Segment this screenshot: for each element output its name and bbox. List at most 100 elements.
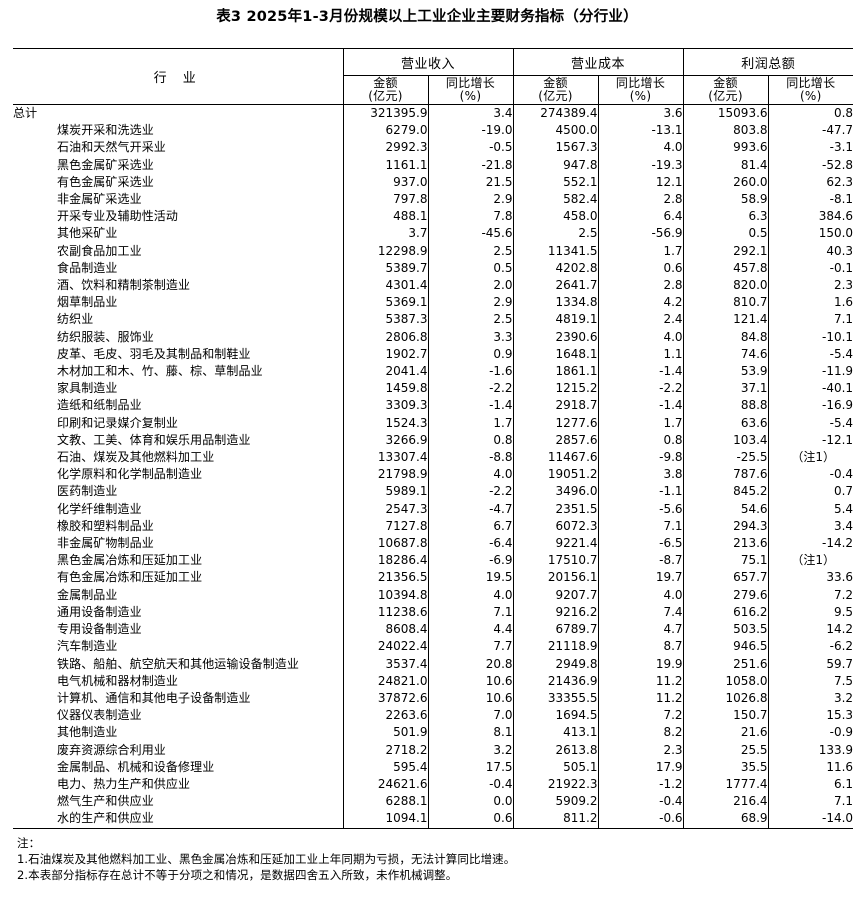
row-industry-name: 铁路、船舶、航空航天和其他运输设备制造业 — [13, 655, 344, 673]
cell-profit-yoy: -12.1 — [821, 432, 854, 447]
cell-revenue-yoy: 1.7 — [428, 414, 514, 432]
row-industry-name: 其他制造业 — [13, 724, 344, 742]
cell-revenue-yoy: 7.0 — [428, 707, 514, 725]
cell-cost-amount: 2351.5 — [513, 500, 599, 518]
cell-profit-yoy: 5.4 — [833, 501, 854, 516]
cell-revenue-amount: 595.4 — [343, 758, 429, 776]
cell-revenue-amount: 24022.4 — [343, 638, 429, 656]
cell-revenue-yoy: 3.3 — [428, 328, 514, 346]
cell-cost-amount: 4819.1 — [513, 311, 599, 329]
cell-cost-amount: 582.4 — [513, 191, 599, 209]
note-item-1: 1.石油煤炭及其他燃料加工业、黑色金属冶炼和压延加工业上年同期为亏损，无法计算同… — [17, 851, 516, 866]
cell-revenue-yoy: 2.5 — [428, 311, 514, 329]
cell-cost-yoy: 6.4 — [598, 208, 684, 226]
cell-profit-yoy: 7.5 — [833, 673, 854, 688]
cell-revenue-yoy: 4.0 — [428, 586, 514, 604]
cell-cost-yoy: 2.3 — [598, 741, 684, 759]
table-row: 专用设备制造业 8608.4 4.4 6789.7 4.7 503.5 14.2 — [13, 621, 853, 639]
cell-cost-amount: 20156.1 — [513, 569, 599, 587]
cell-revenue-amount: 6279.0 — [343, 122, 429, 140]
header-group-operating-cost: 营业成本 — [513, 48, 684, 76]
cell-revenue-amount: 1459.8 — [343, 380, 429, 398]
row-industry-name: 黑色金属冶炼和压延加工业 — [13, 552, 344, 570]
cell-profit-yoy: 40.3 — [826, 243, 854, 258]
cell-cost-yoy: 8.2 — [598, 724, 684, 742]
table-row: 通用设备制造业 11238.6 7.1 9216.2 7.4 616.2 9.5 — [13, 603, 853, 622]
row-industry-name: 专用设备制造业 — [13, 621, 344, 639]
cell-revenue-yoy: -19.0 — [428, 122, 514, 140]
cell-cost-amount: 4202.8 — [513, 259, 599, 278]
cell-cost-yoy: -1.4 — [598, 363, 684, 381]
cell-revenue-amount: 2718.2 — [343, 741, 429, 759]
table-row: 家具制造业 1459.8 -2.2 1215.2 -2.2 37.1 -40.1 — [13, 380, 854, 398]
cell-profit-amount: 787.6 — [683, 466, 769, 484]
cell-cost-amount: 1648.1 — [513, 345, 599, 364]
cell-cost-yoy: 0.8 — [598, 431, 684, 450]
header-profit-yoy-line1: 同比增长 — [786, 76, 836, 90]
cell-cost-amount: 9221.4 — [513, 535, 599, 553]
cell-revenue-yoy: 4.0 — [428, 466, 514, 484]
cell-revenue-yoy: -1.6 — [428, 363, 514, 381]
table-head: 行 业 营业收入 营业成本 利润总额 金额 (亿元) 同比增长 (%) 金 — [13, 48, 854, 105]
table-row: 石油、煤炭及其他燃料加工业 13307.4 -8.8 11467.6 -9.8 -25.5… — [13, 449, 853, 467]
cell-cost-yoy: 1.7 — [598, 242, 684, 260]
cell-revenue-amount: 797.8 — [343, 191, 429, 209]
cell-revenue-yoy: 7.8 — [428, 208, 514, 226]
cell-profit-yoy: 11.6 — [826, 759, 854, 774]
cell-cost-yoy: 1.7 — [598, 414, 684, 432]
cell-cost-yoy: -8.7 — [598, 552, 684, 570]
table-row: 煤炭开采和洗选业 6279.0 -19.0 4500.0 -13.1 803.8 -47.7 — [13, 122, 853, 140]
cell-revenue-yoy: 0.6 — [428, 810, 514, 829]
row-industry-name: 废弃资源综合利用业 — [13, 741, 344, 759]
cell-revenue-yoy: -0.4 — [428, 775, 514, 794]
cell-profit-amount: 63.6 — [683, 414, 769, 432]
table-row: 计算机、通信和其他电子设备制造业 37872.6 10.6 33355.5 11.2 10… — [13, 689, 853, 708]
cell-cost-yoy: 4.7 — [598, 621, 684, 639]
cell-profit-yoy: 3.4 — [833, 518, 854, 533]
row-industry-name: 金属制品业 — [13, 586, 344, 604]
cell-profit-yoy: 0.7 — [833, 484, 854, 499]
cell-cost-amount: 6072.3 — [513, 517, 599, 536]
cell-revenue-yoy: -6.9 — [428, 552, 514, 570]
cell-revenue-yoy: 4.4 — [428, 621, 514, 639]
table-row: 纺织服装、服饰业 2806.8 3.3 2390.6 4.0 84.8 -10.1 — [13, 328, 854, 346]
cell-cost-amount: 2390.6 — [513, 328, 599, 346]
cell-profit-yoy: 62.3 — [826, 174, 854, 189]
cell-cost-yoy: -1.4 — [598, 397, 684, 415]
cell-cost-amount: 1694.5 — [513, 707, 599, 725]
table-row: 石油和天然气开采业 2992.3 -0.5 1567.3 4.0 993.6 -3.1 — [13, 139, 853, 157]
cell-profit-yoy: 33.6 — [826, 570, 854, 585]
cell-revenue-amount: 10394.8 — [343, 586, 429, 604]
cell-profit-amount: 216.4 — [683, 793, 769, 811]
cell-profit-yoy: （注1） — [791, 450, 836, 465]
cell-profit-amount: 81.4 — [683, 156, 769, 174]
cell-profit-yoy: -6.2 — [829, 639, 854, 654]
cell-profit-yoy: -11.9 — [821, 364, 854, 379]
cell-cost-amount: 9216.2 — [513, 603, 599, 622]
cell-profit-amount: 37.1 — [683, 380, 769, 398]
table-container: 行 业 营业收入 营业成本 利润总额 金额 (亿元) 同比增长 (%) 金 — [13, 26, 854, 829]
cell-profit-amount: 15093.6 — [683, 104, 769, 123]
table-row: 造纸和纸制品业 3309.3 -1.4 2918.7 -1.4 88.8 -16.9 — [13, 397, 853, 415]
cell-cost-yoy: -0.4 — [598, 793, 684, 811]
cell-cost-yoy: 4.0 — [598, 328, 684, 346]
header-revenue-yoy-line1: 同比增长 — [445, 76, 496, 90]
cell-cost-amount: 1215.2 — [513, 380, 599, 398]
cell-profit-yoy: -10.1 — [821, 329, 854, 344]
cell-profit-amount: 810.7 — [683, 294, 769, 312]
cell-revenue-amount: 5389.7 — [343, 259, 429, 278]
row-industry-name: 皮革、毛皮、羽毛及其制品和制鞋业 — [13, 345, 344, 364]
table-row: 仪器仪表制造业 2263.6 7.0 1694.5 7.2 150.7 15.3 — [13, 707, 853, 725]
cell-cost-amount: 1861.1 — [513, 363, 599, 381]
row-industry-name: 开采专业及辅助性活动 — [13, 208, 344, 226]
cell-profit-amount: 845.2 — [683, 483, 769, 501]
row-industry-name: 烟草制品业 — [13, 294, 344, 312]
header-cost-amount-line1: 金额 — [543, 76, 568, 90]
cell-profit-yoy: -40.1 — [821, 381, 854, 396]
cell-profit-amount: 74.6 — [683, 345, 769, 364]
cell-revenue-amount: 13307.4 — [343, 449, 429, 467]
cell-profit-yoy: （注1） — [791, 553, 836, 568]
cell-profit-amount: 657.7 — [683, 569, 769, 587]
row-industry-name: 计算机、通信和其他电子设备制造业 — [13, 689, 344, 708]
